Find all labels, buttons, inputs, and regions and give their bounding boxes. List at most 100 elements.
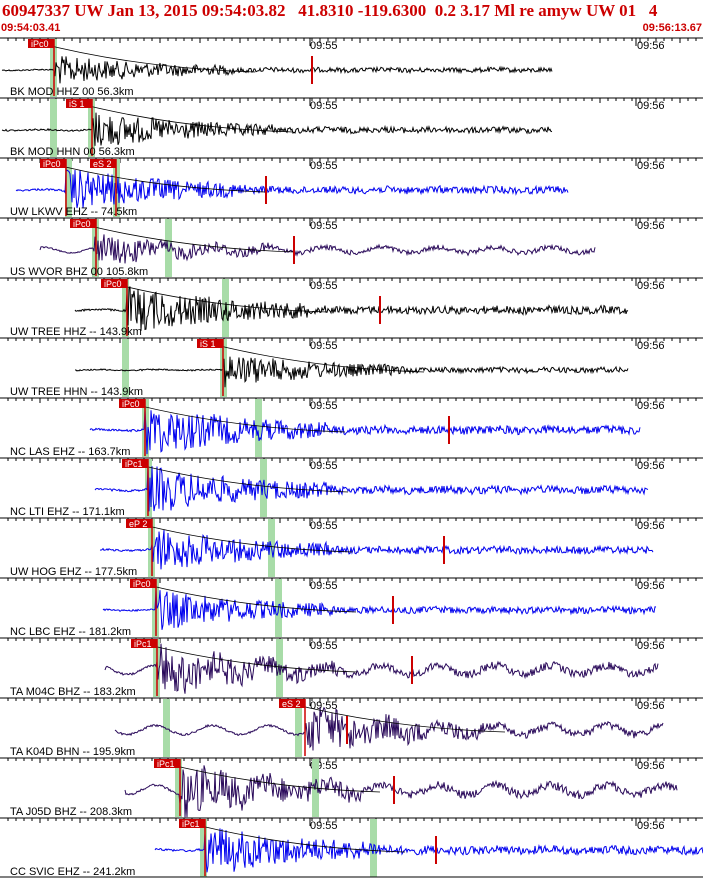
s-window [165,219,172,277]
phase-pick-flag [119,399,145,408]
waveform [104,643,659,694]
minute-label: 09:55 [310,640,338,652]
minute-label: 09:56 [637,820,665,832]
minute-label: 09:55 [310,160,338,172]
p-window [163,699,170,757]
phase-pick-flag [101,279,127,288]
start-time-label: 09:54:03.41 [1,22,61,34]
waveform [74,286,629,331]
phase-pick-flag [197,339,223,348]
minute-label: 09:55 [310,220,338,232]
phase-pick-flag [70,219,96,228]
phase-pick-flag [90,159,116,168]
minute-label: 09:55 [310,820,338,832]
phase-pick-label: iPc0 [43,159,61,169]
phase-pick-label: iPc1 [157,759,175,769]
phase-pick-flag [28,39,54,48]
minute-label: 09:55 [310,100,338,112]
travel-time-curve [284,701,506,733]
phase-pick-label: iPc1 [125,459,143,469]
travel-time-curve [44,161,266,193]
travel-time-curve [159,761,381,793]
waveform [1,56,553,84]
minute-label: 09:55 [310,340,338,352]
minute-label: 09:56 [637,700,665,712]
phase-pick-label: iPc0 [73,219,91,229]
travel-time-curve [73,221,295,253]
minute-label: 09:56 [637,520,665,532]
channel-label: CC SVIC EHZ -- 241.2km [10,866,135,878]
minute-label: 09:55 [310,700,338,712]
waveform [124,765,678,818]
minute-label: 09:55 [310,580,338,592]
travel-time-curve [124,401,346,433]
waveform [99,529,654,570]
minute-label: 09:55 [310,40,338,52]
travel-time-curve [34,41,256,73]
phase-pick-label: iS 1 [200,339,216,349]
travel-time-curve [72,101,294,133]
phase-pick-label: eS 2 [282,699,301,709]
phase-pick-flag [40,159,66,168]
minute-label: 09:56 [637,460,665,472]
end-time-label: 09:56:13.67 [642,22,702,34]
p-window [122,339,129,397]
minute-label: 09:56 [637,580,665,592]
phase-pick-label: iPc0 [31,39,49,49]
travel-time-curve [203,341,425,373]
p-window [122,279,129,337]
minute-label: 09:55 [310,520,338,532]
channel-label: UW HOG EHZ -- 177.5km [10,566,137,578]
phase-pick-label: iPc0 [133,579,151,589]
phase-pick-label: iPc0 [122,399,140,409]
phase-pick-label: iPc1 [134,639,152,649]
channel-label: TA J05D BHZ -- 208.3km [10,806,132,818]
minute-label: 09:56 [637,100,665,112]
waveform [154,828,703,873]
minute-label: 09:56 [637,280,665,292]
minute-label: 09:56 [637,640,665,652]
travel-time-curve [127,461,349,493]
phase-pick-label: eP 2 [129,519,147,529]
travel-time-curve [135,581,357,613]
phase-pick-label: eS 2 [93,159,112,169]
minute-label: 09:55 [310,280,338,292]
phase-pick-flag [154,759,180,768]
minute-label: 09:56 [637,340,665,352]
phase-pick-label: iPc1 [182,819,200,829]
waveform [89,409,641,455]
s-window [295,699,302,757]
phase-pick-flag [130,579,156,588]
minute-label: 09:55 [310,460,338,472]
channel-label: UW LKWV EHZ -- 74.5km [10,206,137,218]
channel-label: NC LTI EHZ -- 171.1km [10,506,125,518]
channel-label: TA K04D BHN -- 195.9km [10,746,135,758]
waveform [102,590,657,630]
minute-label: 09:56 [637,400,665,412]
waveform [114,706,664,751]
travel-time-curve [136,641,358,673]
event-title: 60947337 UW Jan 13, 2015 09:54:03.82 41.… [2,1,658,20]
minute-label: 09:56 [637,40,665,52]
phase-pick-flag [122,459,148,468]
phase-pick-flag [131,639,157,648]
minute-label: 09:56 [637,220,665,232]
phase-pick-label: iPc0 [104,279,122,289]
waveform [1,112,553,146]
channel-label: BK MOD HHN 00 56.3km [10,146,135,158]
channel-label: NC LBC EHZ -- 181.2km [10,626,131,638]
p-window [65,159,72,217]
minute-label: 09:56 [637,160,665,172]
channel-label: UW TREE HHZ -- 143.9km [10,326,142,338]
phase-pick-flag [126,519,152,528]
phase-pick-flag [66,99,92,108]
waveform [15,169,569,209]
channel-label: NC LAS EHZ -- 163.7km [10,446,130,458]
channel-label: US WVOR BHZ 00 105.8km [10,266,148,278]
s-window [260,459,267,517]
waveform [39,234,596,264]
channel-label: TA M04C BHZ -- 183.2km [10,686,136,698]
channel-label: UW TREE HHN -- 143.9km [10,386,143,398]
travel-time-curve [131,521,353,553]
